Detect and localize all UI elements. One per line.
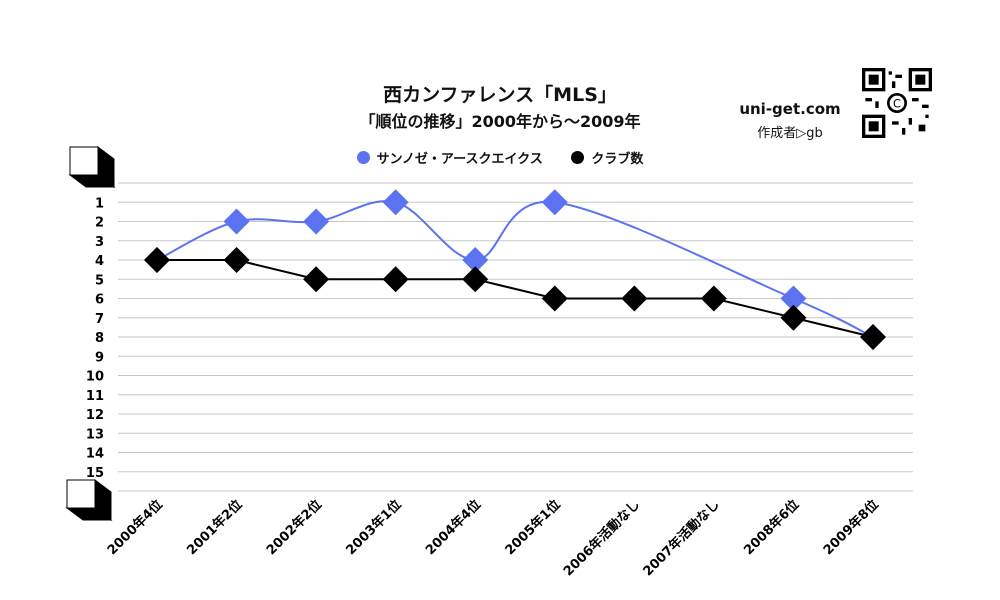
x-tick-label: 2009年8位: [820, 497, 882, 559]
y-tick-label: 12: [86, 408, 104, 423]
y-tick-label: 7: [95, 312, 104, 327]
x-tick-label: 2000年4位: [104, 497, 166, 559]
y-tick-label: 11: [86, 389, 104, 404]
series-2-point: [621, 285, 648, 312]
y-tick-label: 3: [95, 235, 104, 250]
y-tick-label: 15: [86, 466, 104, 481]
x-tick-label: 2004年4位: [422, 497, 484, 559]
series-1-point: [303, 208, 330, 235]
x-tick-label: 2003年1位: [343, 497, 405, 559]
x-tick-label: 2008年6位: [741, 497, 803, 559]
y-tick-label: 4: [95, 254, 104, 269]
series-1-point: [541, 189, 568, 216]
site-name: uni-get.com: [739, 100, 841, 118]
y-tick-label: 8: [95, 331, 104, 346]
axis-cube-icon-1: [68, 146, 116, 188]
series-2-point: [780, 304, 807, 331]
x-tick-label: 2005年1位: [502, 497, 564, 559]
series-2-point: [462, 266, 489, 293]
series-2-point: [303, 266, 330, 293]
series-2-point: [223, 247, 250, 273]
svg-text:C: C: [893, 96, 901, 110]
y-tick-label: 14: [86, 447, 104, 462]
legend-label-2: クラブ数: [591, 152, 644, 167]
legend-item-series-2: クラブ数: [571, 148, 643, 167]
legend-marker-1: [356, 151, 370, 164]
y-tick-label: 9: [95, 350, 104, 365]
chart-subtitle: 「順位の推移」2000年から～2009年: [359, 112, 641, 131]
author-credit: 作成者▷gb: [757, 126, 823, 141]
y-tick-label: 2: [95, 216, 104, 231]
y-tick-label: 1: [95, 196, 104, 211]
axis-cube-icon-2: [65, 479, 113, 521]
y-tick-label: 6: [95, 293, 104, 308]
series-1-point: [223, 208, 250, 235]
series-2-point: [144, 247, 170, 273]
chart-title: 西カンファレンス「MLS」: [383, 84, 617, 106]
x-tick-label: 2007年活動なし: [640, 497, 723, 580]
series-2-point: [541, 285, 568, 312]
series-1-point: [780, 285, 807, 312]
series-1-point: [382, 189, 409, 216]
x-tick-label: 2002年2位: [263, 497, 325, 559]
x-tick-label: 2006年活動なし: [560, 497, 643, 580]
legend-marker-2: [571, 151, 585, 164]
series-2-point: [700, 285, 727, 312]
y-tick-label: 10: [86, 370, 104, 385]
y-tick-label: 13: [86, 427, 104, 442]
series-1-point: [462, 247, 489, 273]
qr-code-icon: C: [862, 68, 932, 138]
x-tick-label: 2001年2位: [184, 497, 246, 559]
series-2-point: [860, 324, 886, 350]
legend-label-1: サンノゼ・アースクエイクス: [376, 152, 543, 167]
legend-item-series-1: サンノゼ・アースクエイクス: [356, 148, 543, 167]
y-tick-label: 5: [95, 273, 104, 288]
series-line-2: [157, 259, 874, 338]
chart-legend: サンノゼ・アースクエイクス クラブ数: [0, 148, 1000, 168]
series-2-point: [382, 266, 409, 293]
